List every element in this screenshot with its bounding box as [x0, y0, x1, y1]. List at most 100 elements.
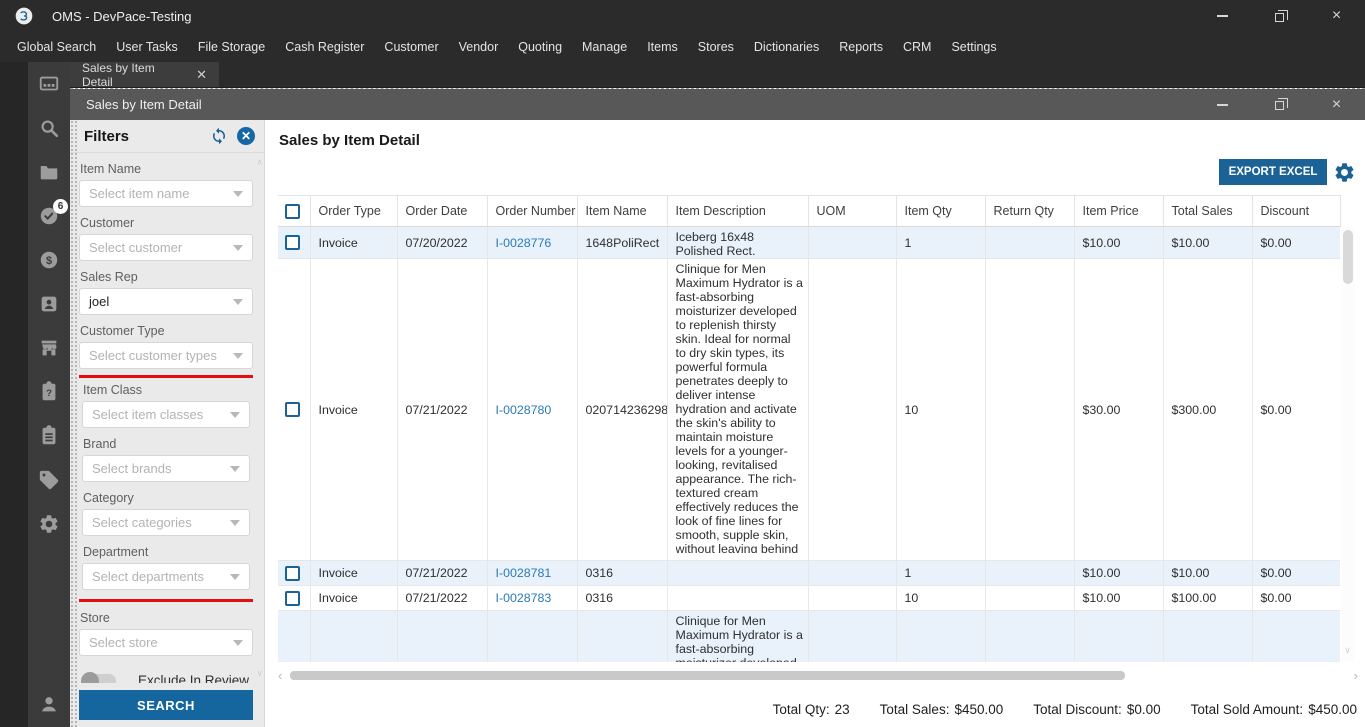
sidebar-item-stores[interactable]: [28, 326, 70, 370]
row-checkbox[interactable]: [285, 235, 300, 250]
clear-filters-icon[interactable]: ✕: [237, 127, 255, 145]
close-button[interactable]: ×: [1308, 89, 1365, 120]
inner-window-controls: ×: [1194, 89, 1365, 120]
menu-item-items[interactable]: Items: [637, 40, 688, 54]
table-header: Order TypeOrder DateOrder NumberItem Nam…: [278, 195, 1340, 227]
filter-select-department[interactable]: Select departments: [82, 563, 250, 590]
filters-scroll-down-icon[interactable]: ∨: [256, 668, 263, 679]
cell-select: [278, 259, 310, 561]
cell-item-price: $10.00: [1074, 561, 1163, 586]
column-header-item-name[interactable]: Item Name: [577, 196, 667, 227]
tab-sales-by-item-detail[interactable]: Sales by Item Detail ✕: [70, 62, 219, 87]
vertical-scrollbar-thumb[interactable]: [1343, 230, 1353, 284]
user-profile-icon: [38, 693, 60, 715]
row-checkbox[interactable]: [285, 566, 300, 581]
close-button[interactable]: ×: [1308, 0, 1365, 32]
row-checkbox[interactable]: [285, 591, 300, 606]
restore-button[interactable]: [1251, 89, 1308, 120]
menu-item-user-tasks[interactable]: User Tasks: [106, 40, 188, 54]
filter-select-item-class[interactable]: Select item classes: [82, 401, 250, 428]
report-content: Sales by Item Detail EXPORT EXCEL Order …: [265, 120, 1365, 727]
column-header-order-type[interactable]: Order Type: [310, 196, 397, 227]
column-header-order-number[interactable]: Order Number: [487, 196, 577, 227]
sidebar-item-search[interactable]: [28, 106, 70, 150]
filter-select-customer-type[interactable]: Select customer types: [79, 342, 253, 369]
order-number-link[interactable]: I-0028781: [496, 566, 552, 580]
sidebar-item-payments[interactable]: $: [28, 238, 70, 282]
menu-item-dictionaries[interactable]: Dictionaries: [744, 40, 829, 54]
menu-item-crm[interactable]: CRM: [893, 40, 941, 54]
menu-item-reports[interactable]: Reports: [829, 40, 893, 54]
cell-uom: [808, 611, 896, 663]
menu-item-global-search[interactable]: Global Search: [7, 40, 106, 54]
menu-item-file-storage[interactable]: File Storage: [188, 40, 275, 54]
table-row: Invoice07/21/2022I-0028780020714236298Cl…: [278, 259, 1340, 561]
menu-item-customer[interactable]: Customer: [374, 40, 448, 54]
search-icon: [38, 117, 60, 139]
scroll-left-arrow-icon[interactable]: ‹: [278, 669, 290, 682]
export-excel-button[interactable]: EXPORT EXCEL: [1219, 159, 1327, 185]
cell-return-qty: [985, 259, 1074, 561]
select-all-header-cell: [278, 196, 310, 227]
cell-order-number: I-0028776: [487, 227, 577, 259]
filter-select-sales-rep[interactable]: joel: [79, 288, 253, 315]
horizontal-scrollbar[interactable]: ‹ ›: [278, 669, 1358, 682]
menu-item-stores[interactable]: Stores: [688, 40, 744, 54]
search-button[interactable]: SEARCH: [79, 690, 253, 720]
horizontal-scrollbar-thumb[interactable]: [290, 671, 1125, 680]
refresh-icon[interactable]: [210, 127, 228, 145]
column-header-item-description[interactable]: Item Description: [667, 196, 808, 227]
menu-item-cash-register[interactable]: Cash Register: [275, 40, 374, 54]
filter-select-store[interactable]: Select store: [79, 629, 253, 656]
vertical-scrollbar[interactable]: ∨: [1341, 227, 1354, 662]
sidebar-item-support[interactable]: ?: [28, 370, 70, 414]
filter-select-category[interactable]: Select categories: [82, 509, 250, 536]
toggle-exclude-in-review[interactable]: [82, 674, 116, 684]
column-header-order-date[interactable]: Order Date: [397, 196, 487, 227]
grid-settings-gear-icon[interactable]: [1333, 161, 1356, 184]
menu-item-manage[interactable]: Manage: [572, 40, 637, 54]
select-all-checkbox[interactable]: [285, 204, 300, 219]
order-number-link[interactable]: I-0028780: [496, 403, 552, 417]
scroll-down-arrow-icon[interactable]: ∨: [1341, 645, 1354, 656]
cell-return-qty: [985, 561, 1074, 586]
sidebar-item-tags[interactable]: [28, 458, 70, 502]
sidebar-item-settings[interactable]: [28, 502, 70, 546]
sidebar-item-tasks[interactable]: 6: [28, 194, 70, 238]
sidebar-item-orders[interactable]: [28, 414, 70, 458]
sidebar-item-user-profile[interactable]: [28, 687, 70, 721]
sidebar-item-cash-register[interactable]: [28, 62, 70, 106]
menu-item-vendor[interactable]: Vendor: [449, 40, 509, 54]
sidebar-item-customers[interactable]: [28, 282, 70, 326]
row-checkbox[interactable]: [285, 402, 300, 417]
chevron-down-icon: [233, 245, 243, 251]
minimize-button[interactable]: [1194, 0, 1251, 32]
filter-select-department-value: Select departments: [92, 569, 204, 584]
cell-order-date: 07/21/2022: [397, 586, 487, 611]
tab-close-icon[interactable]: ✕: [188, 67, 207, 83]
restore-button[interactable]: [1251, 0, 1308, 32]
filters-scroll-up-icon[interactable]: ∧: [256, 157, 263, 168]
column-header-return-qty[interactable]: Return Qty: [985, 196, 1074, 227]
sidebar-item-file-storage[interactable]: [28, 150, 70, 194]
toggle-label-exclude-in-review: Exclude In Review: [138, 673, 249, 683]
filter-select-customer[interactable]: Select customer: [79, 234, 253, 261]
filter-select-brand[interactable]: Select brands: [82, 455, 250, 482]
cell-uom: [808, 227, 896, 259]
filter-label-category: Category: [83, 491, 250, 505]
scroll-right-arrow-icon[interactable]: ›: [1346, 669, 1358, 682]
column-header-item-price[interactable]: Item Price: [1074, 196, 1163, 227]
column-header-uom[interactable]: UOM: [808, 196, 896, 227]
toggle-row-exclude-in-review[interactable]: Exclude In Review: [82, 673, 253, 683]
column-header-item-qty[interactable]: Item Qty: [896, 196, 985, 227]
cell-order-date: 07/21/2022: [397, 259, 487, 561]
column-header-discount[interactable]: Discount: [1252, 196, 1340, 227]
column-header-total-sales[interactable]: Total Sales: [1163, 196, 1252, 227]
menu-item-quoting[interactable]: Quoting: [508, 40, 572, 54]
order-number-link[interactable]: I-0028776: [496, 236, 552, 250]
filter-select-item-name[interactable]: Select item name: [79, 180, 253, 207]
minimize-button[interactable]: [1194, 89, 1251, 120]
cell-select: [278, 561, 310, 586]
menu-item-settings[interactable]: Settings: [941, 40, 1006, 54]
order-number-link[interactable]: I-0028783: [496, 591, 552, 605]
